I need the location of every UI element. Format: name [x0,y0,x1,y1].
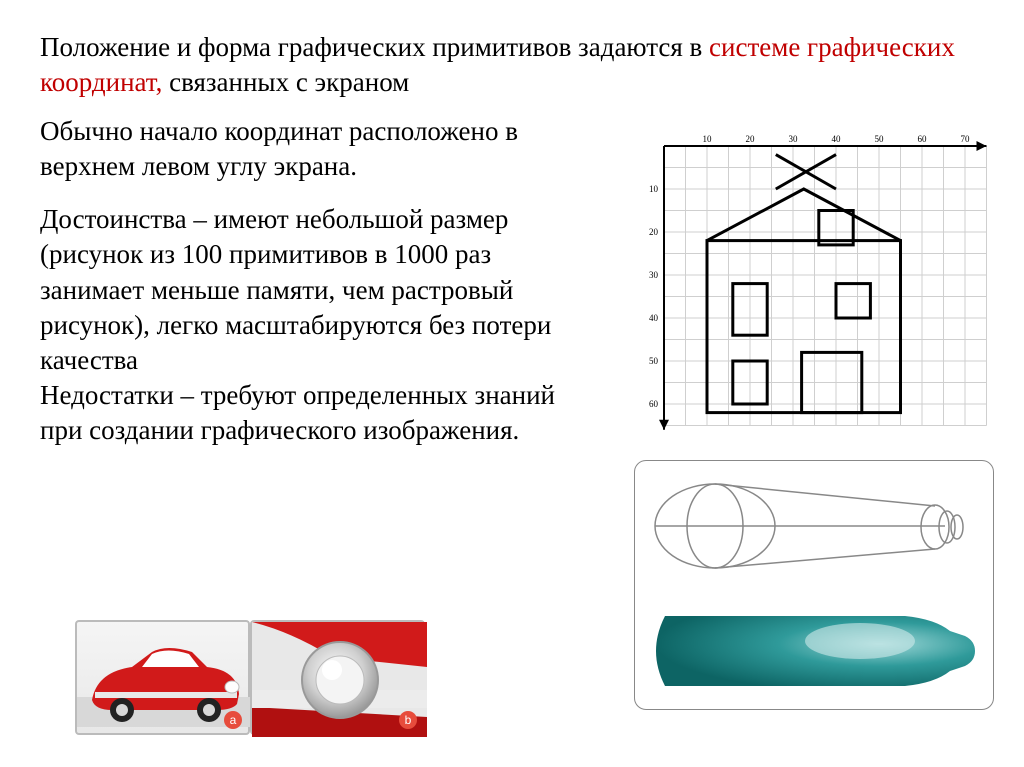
paragraph-2: Достоинства – имеют небольшой размер (ри… [40,202,580,448]
svg-text:70: 70 [961,134,971,144]
svg-text:30: 30 [789,134,799,144]
heading: Положение и форма графических примитивов… [40,30,984,100]
svg-text:50: 50 [875,134,885,144]
coordinate-grid-diagram: 10 20 30 40 50 60 70 10 20 30 40 50 60 [634,128,994,438]
svg-text:10: 10 [649,184,659,194]
car-label-b: b [399,711,417,729]
svg-text:30: 30 [649,270,659,280]
car-label-a: a [224,711,242,729]
svg-text:60: 60 [649,399,659,409]
svg-text:40: 40 [649,313,659,323]
car-panel-zoom: b [250,620,425,735]
heading-part1: Положение и форма графических примитивов… [40,32,709,62]
svg-text:10: 10 [703,134,713,144]
car-panel-full: a [75,620,250,735]
svg-text:20: 20 [746,134,756,144]
svg-text:50: 50 [649,356,659,366]
svg-text:60: 60 [918,134,928,144]
svg-text:40: 40 [832,134,842,144]
bottle-figure [634,460,994,710]
car-figure: a b [75,620,425,735]
paragraph-1: Обычно начало координат расположено в ве… [40,114,580,184]
heading-part2: связанных с экраном [162,67,409,97]
svg-text:20: 20 [649,227,659,237]
